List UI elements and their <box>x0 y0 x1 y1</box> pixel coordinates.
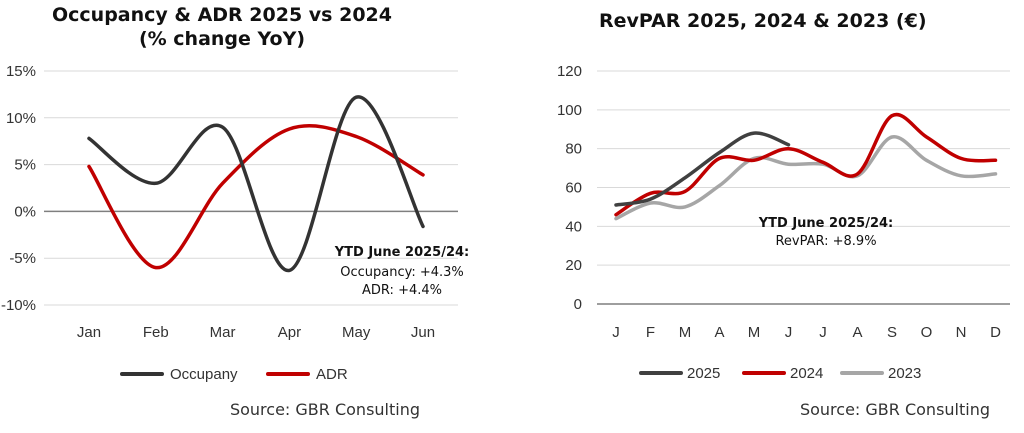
revpar-y-tick-label: 40 <box>565 218 582 235</box>
occupancy-adr-y-tick-label: 10% <box>6 110 36 127</box>
occupancy-adr-annotation-line: ADR: +4.4% <box>362 283 442 298</box>
revpar-x-tick-label: S <box>887 324 897 341</box>
revpar-y-tick-label: 0 <box>574 296 582 313</box>
occupancy-adr-x-tick-label: Jan <box>77 324 101 341</box>
revpar-source: Source: GBR Consulting <box>800 400 990 419</box>
revpar-y-tick-label: 80 <box>565 141 582 158</box>
revpar-x-tick-label: M <box>748 324 761 341</box>
revpar-chart: RevPAR 2025, 2024 & 2023 (€) 120 100 80 60 40… <box>557 10 1010 419</box>
revpar-annotation-line: RevPAR: +8.9% <box>775 234 876 249</box>
occupancy-adr-legend-label: ADR <box>316 366 348 383</box>
occupancy-adr-y-tick-label: -10% <box>1 297 36 314</box>
occupancy-adr-x-tick-label: Jun <box>411 324 435 341</box>
occupancy-adr-y-tick-label: 15% <box>6 63 36 80</box>
occupancy-adr-x-tick-label: Mar <box>210 324 236 341</box>
revpar-legend-label: 2025 <box>687 365 720 382</box>
revpar-x-tick-label: F <box>646 324 655 341</box>
revpar-x-tick-label: J <box>612 324 620 341</box>
revpar-legend-label: 2024 <box>790 365 823 382</box>
occupancy-adr-x-tick-label: Feb <box>143 324 169 341</box>
revpar-legend-label: 2023 <box>888 365 921 382</box>
occupancy-adr-x-tick-label: May <box>342 324 371 341</box>
revpar-x-tick-label: D <box>990 324 1001 341</box>
occupancy-adr-x-tick-label: Apr <box>278 324 301 341</box>
revpar-series-line-2024 <box>614 112 998 217</box>
revpar-y-tick-label: 60 <box>565 180 582 197</box>
revpar-x-tick-label: M <box>679 324 692 341</box>
occupancy-adr-series-line-occupany <box>87 95 425 273</box>
revpar-title-line: RevPAR 2025, 2024 & 2023 (€) <box>599 10 927 32</box>
occupancy-adr-y-tick-label: -5% <box>9 250 36 267</box>
occupancy-adr-legend-label: Occupany <box>170 366 238 383</box>
revpar-annotation-heading: YTD June 2025/24: <box>758 216 894 231</box>
revpar-x-tick-label: J <box>819 324 827 341</box>
occupancy-adr-y-tick-label: 5% <box>14 157 36 174</box>
occupancy-adr-title-line: (% change YoY) <box>139 28 305 50</box>
revpar-x-tick-label: O <box>921 324 933 341</box>
revpar-y-tick-label: 120 <box>557 63 582 80</box>
revpar-x-tick-label: A <box>852 324 862 341</box>
occupancy-adr-annotation-heading: YTD June 2025/24: <box>334 245 470 260</box>
revpar-series-line-2023 <box>614 135 998 221</box>
revpar-x-tick-label: J <box>785 324 793 341</box>
revpar-x-tick-label: A <box>714 324 724 341</box>
revpar-series-line-2025 <box>614 131 791 207</box>
occupancy-adr-title-line: Occupancy & ADR 2025 vs 2024 <box>52 4 392 26</box>
revpar-y-tick-label: 100 <box>557 102 582 119</box>
occupancy-adr-y-tick-label: 0% <box>14 203 36 220</box>
occupancy-adr-series-line-adr <box>87 124 425 270</box>
revpar-x-tick-label: N <box>956 324 967 341</box>
occupancy-adr-chart: Occupancy & ADR 2025 vs 2024(% change Yo… <box>1 4 469 419</box>
occupancy-adr-source: Source: GBR Consulting <box>230 400 420 419</box>
occupancy-adr-annotation-line: Occupancy: +4.3% <box>340 265 464 280</box>
revpar-y-tick-label: 20 <box>565 257 582 274</box>
